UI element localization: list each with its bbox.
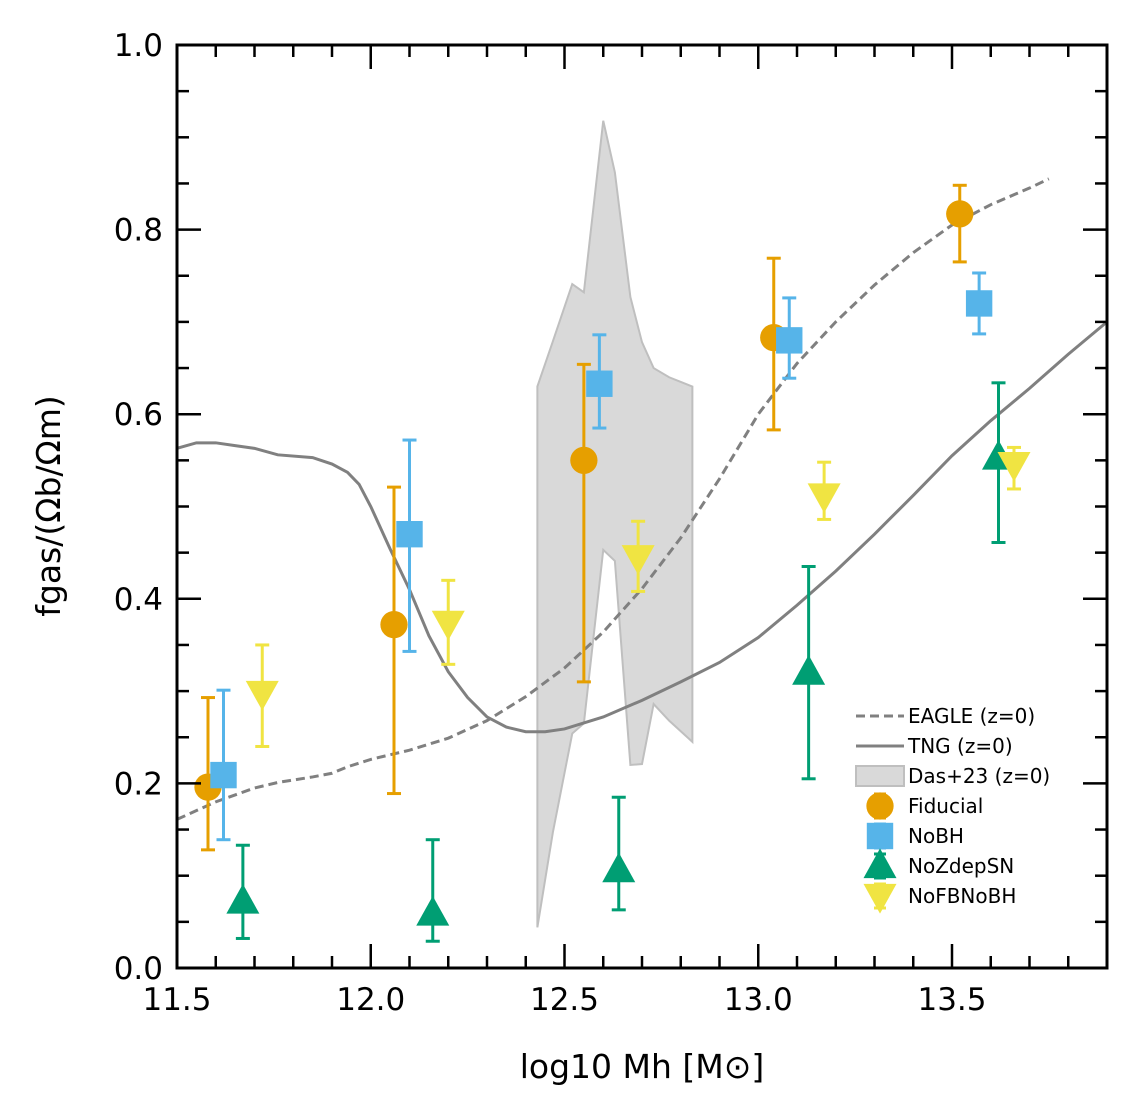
legend-label: NoBH — [908, 824, 964, 848]
y-axis-label: fgas/(Ωb/Ωm) — [29, 395, 68, 617]
data-point — [621, 545, 655, 575]
x-tick-label: 12.0 — [336, 982, 405, 1018]
data-point — [245, 680, 279, 711]
data-point — [416, 895, 450, 926]
legend-label: Das+23 (z=0) — [908, 764, 1050, 788]
y-tick-label: 1.0 — [114, 28, 163, 64]
legend-marker — [866, 792, 894, 820]
simulation-lines-layer — [176, 177, 1108, 821]
y-tick-label: 0.4 — [114, 582, 163, 618]
legend-label: NoFBNoBH — [908, 884, 1016, 908]
das23-band — [536, 120, 694, 928]
y-tick-label: 0.8 — [114, 213, 163, 249]
x-axis-label: log10 Mh [M⊙] — [520, 1047, 765, 1086]
series-nobh — [210, 271, 993, 842]
data-point — [226, 883, 260, 914]
das23-band-layer — [536, 120, 694, 928]
legend-label: NoZdepSN — [908, 854, 1014, 878]
data-point — [210, 761, 237, 789]
legend-label: Fiducial — [908, 794, 983, 818]
legend-das23-swatch — [855, 765, 905, 787]
y-tick-label: 0.6 — [114, 397, 163, 433]
y-tick-label: 0.0 — [114, 951, 163, 987]
eagle-line — [176, 177, 1050, 821]
data-point — [965, 290, 993, 317]
data-point — [807, 483, 841, 514]
series-nofbnobh — [245, 445, 1031, 748]
data-point — [586, 370, 613, 397]
data-point — [946, 200, 974, 228]
legend-label: TNG (z=0) — [907, 734, 1013, 758]
x-tick-label: 13.5 — [917, 982, 986, 1018]
data-point — [997, 451, 1031, 482]
legend-marker — [866, 822, 894, 850]
x-tick-label: 12.5 — [530, 982, 599, 1018]
data-point — [776, 327, 803, 354]
data-points-layer — [194, 183, 1031, 943]
axes: 11.5 12.0 12.5 13.0 13.5 0.0 0.2 0.4 0.6 0.8 1.0 — [114, 28, 1109, 1018]
data-point — [380, 611, 408, 639]
series-nozdepsn — [226, 381, 1015, 943]
data-point — [602, 852, 636, 883]
legend-marker — [863, 848, 897, 879]
x-tick-label: 11.5 — [142, 982, 211, 1018]
tng-line — [176, 320, 1108, 734]
y-tick-label: 0.2 — [114, 766, 163, 802]
legend-label: EAGLE (z=0) — [908, 704, 1035, 728]
data-point — [792, 655, 826, 685]
legend-marker — [863, 883, 897, 914]
data-point — [396, 520, 423, 548]
x-tick-label: 13.0 — [724, 982, 793, 1018]
data-point — [431, 610, 465, 641]
legend: EAGLE (z=0) TNG (z=0) Das+23 (z=0) Fiducial… — [855, 704, 1050, 914]
data-point — [570, 446, 598, 474]
